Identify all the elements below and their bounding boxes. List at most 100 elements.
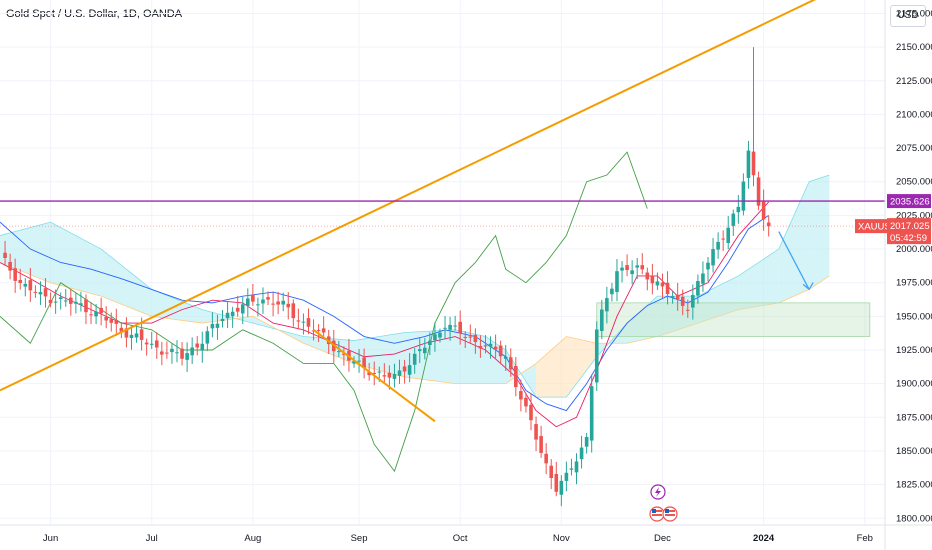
kumo-segment bbox=[101, 249, 152, 317]
y-tick-label: 1825.000 bbox=[896, 480, 932, 491]
candle-body bbox=[215, 323, 220, 328]
y-tick-label: 2100.000 bbox=[896, 109, 932, 120]
candle-body bbox=[529, 404, 533, 421]
candle-body bbox=[544, 453, 548, 464]
candle-body bbox=[650, 275, 655, 284]
candle-body bbox=[564, 472, 569, 481]
candle-body bbox=[144, 342, 149, 345]
resistance-price-tag-bg bbox=[887, 194, 931, 209]
x-tick-label: Feb bbox=[857, 533, 873, 544]
candle-body bbox=[84, 299, 88, 313]
x-tick-label: Jul bbox=[146, 533, 158, 544]
candle-body bbox=[453, 325, 457, 327]
candle-body bbox=[306, 318, 311, 327]
candle-body bbox=[69, 297, 73, 304]
candlesticks bbox=[3, 47, 771, 507]
candle-body bbox=[89, 314, 93, 316]
symbol-tag: XAUUSD bbox=[858, 222, 898, 233]
y-tick-label: 2150.000 bbox=[896, 42, 932, 53]
candle-body bbox=[352, 361, 356, 364]
kumo-segment bbox=[738, 249, 779, 310]
candle-body bbox=[711, 249, 715, 266]
us-flag-icon[interactable] bbox=[662, 506, 678, 522]
candle-body bbox=[448, 324, 452, 330]
candle-body bbox=[33, 291, 38, 293]
candle-body bbox=[726, 227, 731, 243]
kumo-segment bbox=[455, 329, 486, 384]
kumo-segment bbox=[778, 181, 810, 303]
y-tick-label: 2075.000 bbox=[896, 143, 932, 154]
kumo-segment bbox=[50, 222, 102, 297]
projection-arrow[interactable] bbox=[778, 231, 810, 290]
target-zone-box[interactable] bbox=[596, 302, 871, 337]
trendline[interactable] bbox=[0, 0, 870, 392]
candle-body bbox=[569, 468, 574, 470]
candle-body bbox=[291, 303, 296, 319]
candle-body bbox=[736, 206, 741, 213]
candle-body bbox=[519, 391, 523, 400]
candle-body bbox=[433, 334, 437, 341]
candle-body bbox=[266, 297, 270, 300]
candle-body bbox=[180, 348, 184, 359]
x-tick-label: Dec bbox=[654, 533, 671, 544]
candle-body bbox=[660, 282, 665, 287]
us-flag-icon[interactable] bbox=[649, 506, 665, 522]
candle-body bbox=[256, 304, 260, 306]
candle-body bbox=[149, 343, 154, 345]
candle-body bbox=[367, 371, 371, 376]
y-tick-label: 1875.000 bbox=[896, 412, 932, 423]
candle-body bbox=[559, 480, 564, 495]
candle-body bbox=[195, 343, 200, 348]
candle-body bbox=[225, 312, 230, 319]
candle-body bbox=[716, 241, 720, 250]
x-tick-label: Sep bbox=[351, 533, 368, 544]
candle-body bbox=[321, 328, 326, 333]
candle-body bbox=[316, 329, 321, 331]
candle-body bbox=[63, 300, 68, 302]
candle-body bbox=[640, 265, 645, 270]
candle-body bbox=[170, 348, 174, 353]
candle-body bbox=[185, 353, 189, 360]
candle-body bbox=[746, 150, 751, 178]
candle-body bbox=[387, 372, 392, 378]
y-tick-label: 2175.000 bbox=[896, 8, 932, 19]
candle-body bbox=[53, 301, 58, 303]
candle-body bbox=[438, 332, 442, 338]
lightning-icon[interactable] bbox=[650, 484, 666, 500]
candle-body bbox=[251, 294, 255, 302]
candle-body bbox=[99, 307, 103, 314]
candle-body bbox=[539, 436, 543, 453]
candle-body bbox=[605, 298, 609, 312]
y-tick-label: 2050.000 bbox=[896, 177, 932, 188]
target-zone-rect[interactable] bbox=[596, 302, 871, 337]
event-markers[interactable] bbox=[649, 484, 678, 522]
ichimoku-cloud bbox=[0, 174, 830, 398]
candle-body bbox=[13, 268, 17, 281]
candle-body bbox=[392, 373, 397, 379]
resistance-price-tag: 2035.626 bbox=[890, 197, 930, 208]
candle-body bbox=[114, 320, 119, 324]
candle-body bbox=[503, 356, 508, 359]
candle-body bbox=[675, 294, 680, 299]
trendline[interactable] bbox=[312, 329, 436, 423]
candle-body bbox=[478, 346, 483, 349]
candle-body bbox=[48, 299, 53, 304]
candle-body bbox=[488, 343, 493, 347]
candle-body bbox=[574, 461, 579, 473]
candle-body bbox=[680, 296, 685, 306]
candle-body bbox=[463, 336, 468, 338]
candle-body bbox=[417, 349, 422, 352]
candle-body bbox=[645, 272, 650, 280]
x-tick-label: Jun bbox=[43, 533, 58, 544]
candle-body bbox=[691, 295, 695, 308]
trendlines[interactable] bbox=[0, 0, 885, 423]
candle-body bbox=[190, 347, 194, 356]
currency-button[interactable]: USD bbox=[890, 5, 926, 27]
candle-body bbox=[246, 298, 250, 306]
candle-body bbox=[3, 252, 7, 258]
candle-body bbox=[271, 303, 275, 305]
candle-body bbox=[301, 321, 306, 323]
candle-body bbox=[240, 304, 245, 314]
candle-body bbox=[584, 436, 589, 447]
